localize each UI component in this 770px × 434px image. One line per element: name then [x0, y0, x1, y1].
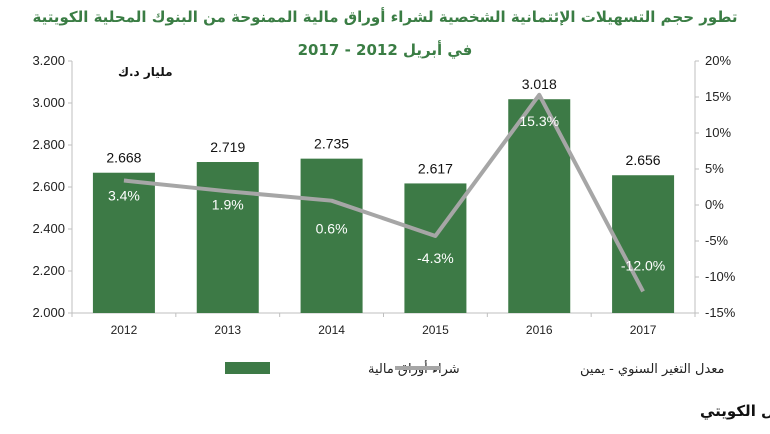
- chart-title: تطور حجم التسهيلات الإئتمانية الشخصية لش…: [32, 7, 737, 26]
- bar-value-label: 2.617: [418, 160, 453, 176]
- left-tick-label: 2.800: [32, 137, 65, 152]
- change-rate-line: [123, 92, 645, 293]
- bar-value-label: 2.719: [210, 139, 245, 155]
- right-tick-label: 5%: [705, 161, 724, 176]
- legend-line-label: معدل التغير السنوي - يمين: [580, 362, 725, 377]
- x-tick-label: 2014: [318, 323, 345, 337]
- left-tick-label: 3.000: [32, 95, 65, 110]
- right-axis-ticks: -15% -10% -5% 0% 5% 10% 15% 20%: [695, 53, 736, 320]
- right-tick-label: -10%: [705, 269, 736, 284]
- bar-value-labels: 2.668 2.719 2.735 2.617 3.018 2.656: [106, 76, 660, 176]
- x-tick-label: 2013: [214, 323, 241, 337]
- change-rate-labels: 3.4% 1.9% 0.6% -4.3% 15.3% -12.0%: [108, 113, 665, 274]
- bar: [508, 99, 571, 313]
- bar-value-label: 2.735: [314, 136, 349, 152]
- change-rate-label: 1.9%: [212, 196, 244, 212]
- left-tick-label: 2.200: [32, 263, 65, 278]
- x-tick-label: 2017: [630, 323, 657, 337]
- left-tick-label: 2.400: [32, 221, 65, 236]
- bar-value-label: 2.668: [106, 150, 141, 166]
- bar-value-label: 3.018: [522, 76, 557, 92]
- bar: [92, 172, 155, 313]
- bar-series: [92, 99, 675, 313]
- left-tick-label: 2.600: [32, 179, 65, 194]
- left-tick-label: 2.000: [32, 305, 65, 320]
- right-tick-label: -15%: [705, 305, 736, 320]
- change-rate-label: 3.4%: [108, 188, 140, 204]
- x-tick-label: 2012: [111, 323, 138, 337]
- chart-subtitle: في أبريل 2012 - 2017: [298, 40, 473, 59]
- bar: [196, 162, 259, 313]
- right-tick-label: -5%: [705, 233, 729, 248]
- change-rate-label: 15.3%: [519, 113, 559, 129]
- change-rate-label: 0.6%: [316, 221, 348, 237]
- bar: [612, 175, 675, 313]
- x-axis-ticks: 2012 2013 2014 2015 2016 2017: [71, 313, 696, 337]
- right-tick-label: 10%: [705, 125, 731, 140]
- source-note: المصدر: بنك الكويت المركزي -بيانات بيت ا…: [700, 402, 770, 421]
- right-tick-label: 20%: [705, 53, 731, 68]
- bar: [300, 158, 363, 313]
- x-tick-label: 2015: [422, 323, 449, 337]
- right-tick-label: 15%: [705, 89, 731, 104]
- bar: [404, 183, 467, 313]
- legend-bar-swatch: [225, 362, 270, 374]
- bar-value-label: 2.656: [626, 152, 661, 168]
- change-rate-label: -4.3%: [417, 250, 454, 266]
- legend: شراء أوراق مالية معدل التغير السنوي - يم…: [225, 360, 725, 377]
- right-tick-label: 0%: [705, 197, 724, 212]
- x-tick-label: 2016: [526, 323, 553, 337]
- change-rate-label: -12.0%: [621, 257, 665, 273]
- left-axis-ticks: 2.000 2.200 2.400 2.600 2.800 3.000 3.200: [32, 53, 72, 320]
- left-tick-label: 3.200: [32, 53, 65, 68]
- unit-label: مليار د.ك: [118, 65, 173, 79]
